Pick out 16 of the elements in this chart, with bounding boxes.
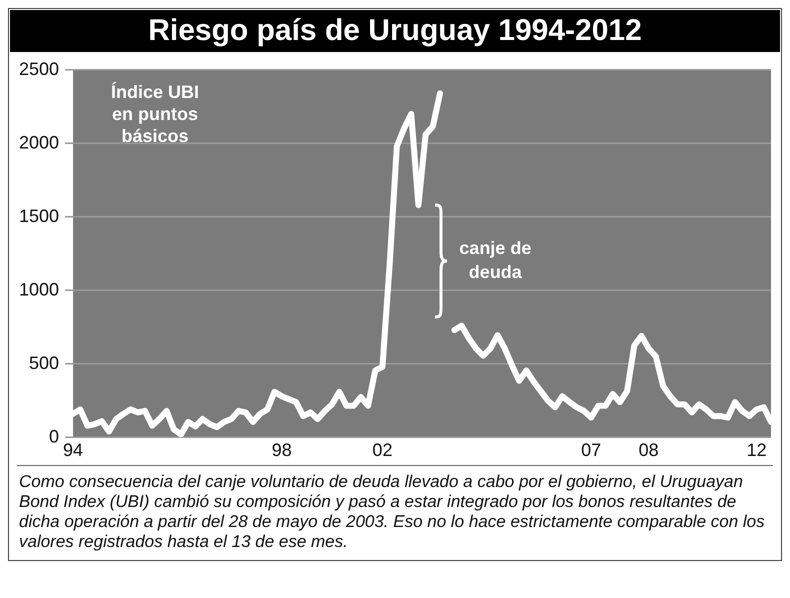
y-axis-title: Índice UBI en puntos básicos	[111, 82, 200, 146]
x-tick-label: 12	[746, 440, 767, 460]
x-tick-label: 98	[272, 440, 292, 460]
y-tick-label: 500	[28, 352, 60, 373]
y-tick-label: 0	[49, 426, 60, 446]
x-tick-label: 94	[63, 440, 84, 460]
text: Como consecuencia del canje voluntario de deuda llevado a cabo por el gobierno, el Uruguayan Bond Index (UBI) cambió su composición y pasó a estar integrado por los bonos resultantes de dicha operación a partir del 28 de mayo de 2003. Eso no lo hace estrictamente comparable con los valores registrados hasta el 13 de ese mes.	[19, 472, 766, 552]
x-tick-label: 08	[638, 440, 659, 460]
x-tick-label: 02	[372, 440, 392, 460]
y-tick-label: 2500	[18, 58, 60, 79]
x-tick-label: 07	[581, 440, 602, 460]
y-tick-label: 1000	[18, 279, 60, 300]
annotation: canje de deuda	[459, 238, 532, 282]
y-tick-label: 1500	[18, 206, 60, 226]
chart-title: Riesgo país de Uruguay 1994-2012	[10, 10, 780, 52]
y-tick-label: 2000	[18, 132, 60, 152]
